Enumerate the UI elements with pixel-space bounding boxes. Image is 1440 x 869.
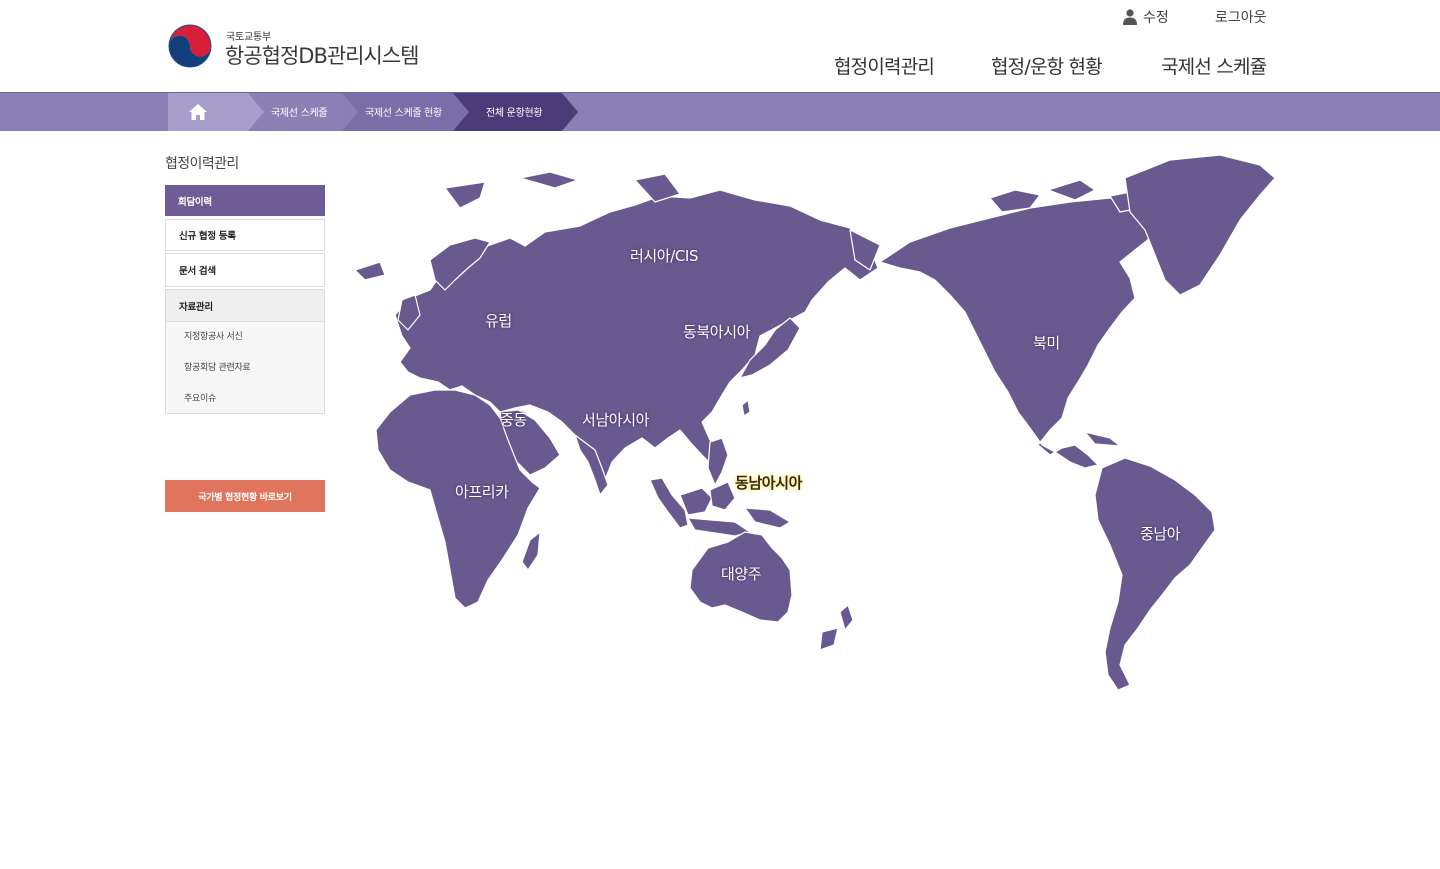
breadcrumb-shapes [168, 93, 578, 131]
region-label-southwest-asia[interactable]: 서남아시아 [582, 411, 650, 429]
region-africa[interactable] [375, 389, 541, 609]
region-label-oceania[interactable]: 대양주 [721, 565, 762, 583]
breadcrumb-item-current[interactable]: 전체 운항현황 [486, 108, 543, 119]
region-label-russia-cis[interactable]: 러시아/CIS [630, 247, 699, 265]
edit-label: 수정 [1143, 10, 1169, 26]
sidebar-submenu [165, 321, 325, 414]
user-icon [1123, 9, 1137, 25]
world-map: 러시아/CIS 유럽 동북아시아 북미 중동 서남아시아 동남아시아 아프리카 … [350, 150, 1280, 695]
ministry-name: 국토교통부 [226, 32, 271, 43]
government-logo[interactable] [166, 22, 214, 70]
sidebar-item-document-search[interactable]: 문서 검색 [165, 253, 325, 287]
logout-link[interactable]: 로그아웃 [1215, 10, 1267, 26]
region-label-northeast-asia[interactable]: 동북아시아 [683, 323, 751, 341]
region-label-europe[interactable]: 유럽 [485, 312, 512, 330]
breadcrumb-item-schedule[interactable]: 국제선 스케줄 [271, 108, 328, 119]
region-latin-america[interactable] [1094, 457, 1216, 691]
sidebar-subitem-major-issues[interactable]: 주요이슈 [184, 394, 216, 404]
world-map-shapes [354, 154, 1276, 691]
sidebar-subitem-meeting-materials[interactable]: 항공회담 관련자료 [184, 363, 251, 373]
system-title[interactable]: 항공협정DB관리시스템 [225, 44, 419, 68]
region-north-america[interactable] [879, 197, 1161, 469]
edit-profile-link[interactable]: 수정 [1123, 7, 1169, 27]
country-status-shortcut-button[interactable]: 국가별 협정현황 바로보기 [165, 480, 325, 512]
breadcrumb-item-schedule-status[interactable]: 국제선 스케줄 현황 [365, 108, 442, 119]
region-oceania[interactable] [689, 531, 793, 623]
region-label-latin-america[interactable]: 중남아 [1140, 525, 1181, 543]
breadcrumb: 국제선 스케줄 국제선 스케줄 현황 전체 운항현황 [0, 92, 1440, 131]
sidebar-title: 협정이력관리 [165, 156, 239, 172]
region-eurasia[interactable] [394, 189, 879, 481]
nav-agreement-status[interactable]: 협정/운항 현황 [991, 56, 1103, 78]
sidebar-item-data-management[interactable]: 자료관리 [165, 289, 325, 321]
region-label-southeast-asia[interactable]: 동남아시아 [735, 474, 803, 492]
nav-agreement-history[interactable]: 협정이력관리 [834, 56, 935, 78]
sidebar-item-new-agreement[interactable]: 신규 협정 등록 [165, 219, 325, 251]
region-label-middle-east[interactable]: 중동 [500, 411, 527, 429]
region-label-africa[interactable]: 아프리카 [455, 483, 509, 501]
sidebar-item-meeting-history[interactable]: 회담이력 [165, 185, 325, 216]
region-label-north-america[interactable]: 북미 [1033, 334, 1060, 352]
sidebar-subitem-airline-letters[interactable]: 지정항공사 서신 [184, 332, 243, 342]
nav-intl-schedule[interactable]: 국제선 스케쥴 [1161, 56, 1267, 78]
home-icon[interactable] [188, 103, 208, 121]
